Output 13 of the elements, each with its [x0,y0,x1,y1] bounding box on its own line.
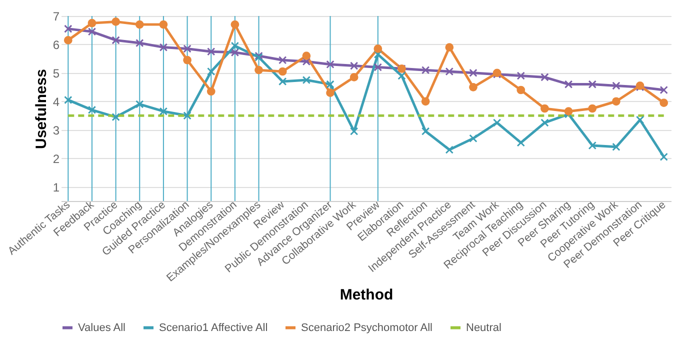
legend-label: Scenario2 Psychomotor All [301,322,432,334]
y-tick-label: 2 [52,152,60,166]
legend-label: Values All [78,322,126,334]
legend-label: Scenario1 Affective All [159,322,268,334]
y-tick-label: 1 [52,180,60,194]
y-tick-label: 4 [52,94,60,109]
y-axis-title: Usefulness [32,68,50,150]
y-tick-label: 6 [52,38,60,52]
x-axis-title: Method [340,286,394,304]
y-tick-label: 7 [52,10,60,24]
y-tick-label: 5 [52,66,60,80]
legend-label: Neutral [466,322,502,334]
y-tick-label: 3 [52,123,60,138]
